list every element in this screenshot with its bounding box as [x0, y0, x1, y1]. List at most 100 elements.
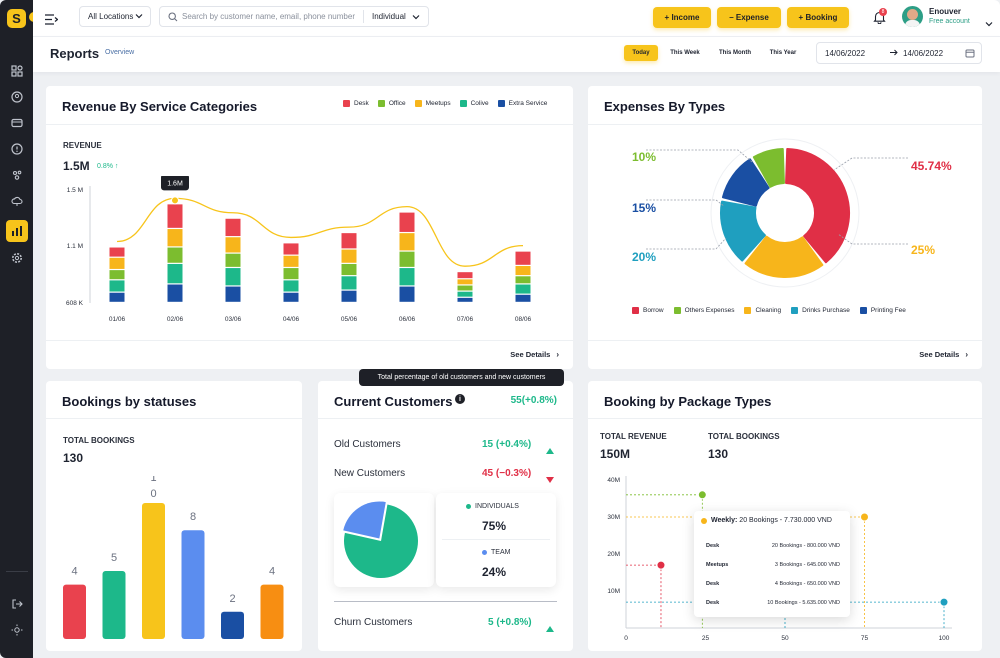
- date-range-picker[interactable]: 14/06/2022 14/06/2022: [816, 42, 982, 64]
- range-year-button[interactable]: This Year: [769, 50, 797, 56]
- menu-icon[interactable]: [45, 12, 59, 30]
- legend-swatch: [414, 100, 422, 107]
- customer-pie-slice: [344, 504, 418, 578]
- revenue-bar-segment: [167, 247, 183, 263]
- legend-item: Extra Service: [497, 100, 547, 107]
- tooltip-row-name: Desk: [706, 600, 720, 606]
- legend-swatch: [343, 100, 350, 107]
- alert-icon[interactable]: [8, 140, 26, 158]
- trend-tooltip-box: [161, 176, 189, 191]
- search-box[interactable]: Search by customer name, email, phone nu…: [159, 6, 429, 27]
- status-bar: [63, 584, 86, 639]
- revenue-bar-segment: [341, 290, 357, 302]
- customer-pie-chart: [343, 501, 418, 578]
- theme-icon[interactable]: [8, 621, 26, 639]
- customers-card: Current Customers i 55(+0.8%) Old Custom…: [318, 381, 573, 651]
- search-scope-select[interactable]: Individual: [366, 7, 426, 26]
- date-to[interactable]: 14/06/2022: [903, 49, 944, 58]
- scatter-point: [656, 560, 666, 570]
- range-week-button[interactable]: This Week: [670, 50, 700, 56]
- y-tick-label: 608 K: [66, 300, 84, 307]
- team-icon[interactable]: [8, 166, 26, 184]
- expenses-card: Expenses By Types 10% 15% 20% 45.74% 25%…: [588, 86, 982, 369]
- revenue-bar-segment: [457, 291, 473, 297]
- legend-item: Drinks Purchase: [791, 307, 850, 314]
- total-bookings-label: TOTAL BOOKINGS: [63, 436, 135, 445]
- revenue-bar-segment: [341, 233, 357, 249]
- location-select[interactable]: All Locations: [79, 6, 151, 27]
- range-month-button[interactable]: This Month: [719, 50, 751, 56]
- search-input[interactable]: Search by customer name, email, phone nu…: [182, 12, 355, 21]
- avatar[interactable]: [902, 6, 923, 27]
- cloud-icon[interactable]: [8, 192, 26, 210]
- range-today-button[interactable]: Today: [624, 45, 658, 61]
- expense-pct-printing: 15%: [632, 201, 657, 215]
- revenue-see-details-link[interactable]: See Details ›: [510, 350, 559, 359]
- revenue-bar-segment: [515, 284, 531, 294]
- wallet-icon[interactable]: [8, 114, 26, 132]
- expenses-legend: Borrow Others Expenses Cleaning Drinks Purc…: [632, 307, 916, 314]
- x-tick-label: 07/06: [457, 316, 474, 323]
- caret-down-icon: [546, 470, 554, 488]
- app-logo[interactable]: S: [7, 9, 26, 28]
- arrow-right-icon: [890, 49, 898, 58]
- date-from[interactable]: 14/06/2022: [825, 48, 866, 58]
- y-tick-label: 30M: [607, 514, 620, 521]
- revenue-divider: [46, 124, 573, 125]
- legend-item: Colive: [459, 100, 489, 107]
- individuals-label: INDIVIDUALS: [475, 503, 519, 510]
- x-tick-label: 01/06: [109, 316, 126, 323]
- team-legend: TEAM: [482, 549, 510, 556]
- revenue-chart: 1.5 M 1.1 M 608 K 01/06 02/06 03/06 04/06 05/06…: [66, 176, 532, 323]
- location-select-label: All Locations: [88, 12, 134, 21]
- calendar-icon[interactable]: [965, 48, 975, 60]
- x-tick-label: 03/06: [225, 316, 242, 323]
- x-tick-label: 08/06: [515, 316, 532, 323]
- logout-icon[interactable]: [8, 595, 26, 613]
- revenue-card: Revenue By Service Categories Desk Office…: [46, 86, 573, 369]
- team-label: TEAM: [491, 549, 511, 556]
- expenses-see-details-link[interactable]: See Details ›: [919, 350, 968, 359]
- revenue-bar-segment: [515, 266, 531, 276]
- tooltip-row-name: Desk: [706, 581, 720, 587]
- total-bookings-value: 130: [63, 451, 84, 465]
- old-customers-label: Old Customers: [334, 439, 401, 450]
- legend-item: Office: [377, 100, 406, 108]
- trend-tooltip-label: 1.6M: [167, 180, 183, 187]
- legend-label: Meetups: [425, 100, 451, 108]
- revenue-bar-segment: [399, 268, 415, 286]
- legend-swatch: [791, 307, 799, 314]
- tooltip-row-name: Desk: [706, 543, 720, 549]
- new-customers-label: New Customers: [334, 468, 406, 479]
- expense-pct-drinks: 20%: [632, 250, 657, 264]
- legend-label: Office: [388, 100, 406, 108]
- dashboard-icon[interactable]: [8, 62, 26, 80]
- individuals-value: 75%: [482, 519, 507, 533]
- revenue-bar-segment: [341, 276, 357, 290]
- avatar-shirt: [905, 20, 920, 27]
- customers-icon[interactable]: [8, 88, 26, 106]
- revenue-bar-segment: [399, 251, 415, 267]
- package-bookings-value: 130: [708, 447, 729, 461]
- add-income-button[interactable]: + Income: [653, 7, 711, 28]
- status-bar-label: 2: [229, 593, 235, 605]
- package-divider: [588, 418, 982, 419]
- revenue-bar-segment: [283, 280, 299, 292]
- info-icon[interactable]: i: [455, 394, 465, 404]
- status-bar: [260, 584, 284, 639]
- scatter-point: [939, 597, 949, 607]
- revenue-label: REVENUE: [63, 141, 102, 150]
- add-booking-button[interactable]: + Booking: [787, 7, 849, 28]
- legend-label: Desk: [354, 100, 369, 108]
- add-expense-button[interactable]: – Expense: [717, 7, 781, 28]
- total-revenue-value: 150M: [600, 447, 631, 461]
- tooltip-head-label: Weekly:: [711, 517, 738, 524]
- settings-icon[interactable]: [8, 249, 26, 267]
- reports-icon[interactable]: [6, 220, 28, 242]
- individuals-legend: INDIVIDUALS: [466, 503, 519, 510]
- search-icon: [168, 12, 178, 24]
- revenue-legend: Desk Office Meetups Colive Extra Service: [343, 100, 556, 107]
- legend-item: Desk: [343, 100, 369, 107]
- chevron-down-icon[interactable]: [985, 14, 993, 32]
